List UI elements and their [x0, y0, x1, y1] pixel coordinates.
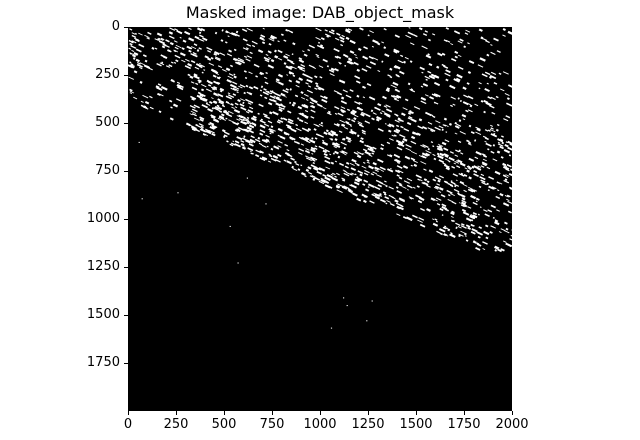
- y-tick-label: 250: [95, 67, 120, 82]
- y-tick-label: 500: [95, 115, 120, 130]
- mask-image: [128, 27, 512, 411]
- y-tick-label: 1750: [86, 355, 120, 370]
- x-tick-mark: [271, 411, 273, 415]
- x-tick-mark: [415, 411, 417, 415]
- x-tick-mark: [319, 411, 321, 415]
- y-tick-mark: [124, 26, 128, 28]
- y-tick-mark: [124, 314, 128, 316]
- y-tick-label: 1500: [86, 307, 120, 322]
- mask-speckles: [128, 27, 512, 329]
- x-tick-label: 1750: [447, 417, 481, 432]
- x-tick-mark: [367, 411, 369, 415]
- y-tick-label: 0: [111, 19, 120, 34]
- y-tick-mark: [124, 218, 128, 220]
- x-tick-label: 750: [259, 417, 285, 432]
- x-tick-mark: [223, 411, 225, 415]
- x-tick-label: 0: [123, 417, 133, 432]
- y-tick-mark: [124, 266, 128, 268]
- y-tick-mark: [124, 170, 128, 172]
- y-tick-mark: [124, 74, 128, 76]
- mask-speckle-layer: [128, 27, 512, 411]
- x-tick-label: 1250: [351, 417, 385, 432]
- figure-title: Masked image: DAB_object_mask: [185, 3, 455, 22]
- x-tick-mark: [511, 411, 513, 415]
- x-tick-mark: [175, 411, 177, 415]
- x-tick-label: 1000: [303, 417, 337, 432]
- x-tick-label: 250: [163, 417, 189, 432]
- x-tick-mark: [463, 411, 465, 415]
- y-tick-mark: [124, 362, 128, 364]
- y-tick-label: 1250: [86, 259, 120, 274]
- y-tick-mark: [124, 122, 128, 124]
- y-tick-label: 1000: [86, 211, 120, 226]
- x-tick-label: 2000: [495, 417, 529, 432]
- y-tick-label: 750: [95, 163, 120, 178]
- x-tick-mark: [127, 411, 129, 415]
- x-tick-label: 1500: [399, 417, 433, 432]
- x-tick-label: 500: [211, 417, 237, 432]
